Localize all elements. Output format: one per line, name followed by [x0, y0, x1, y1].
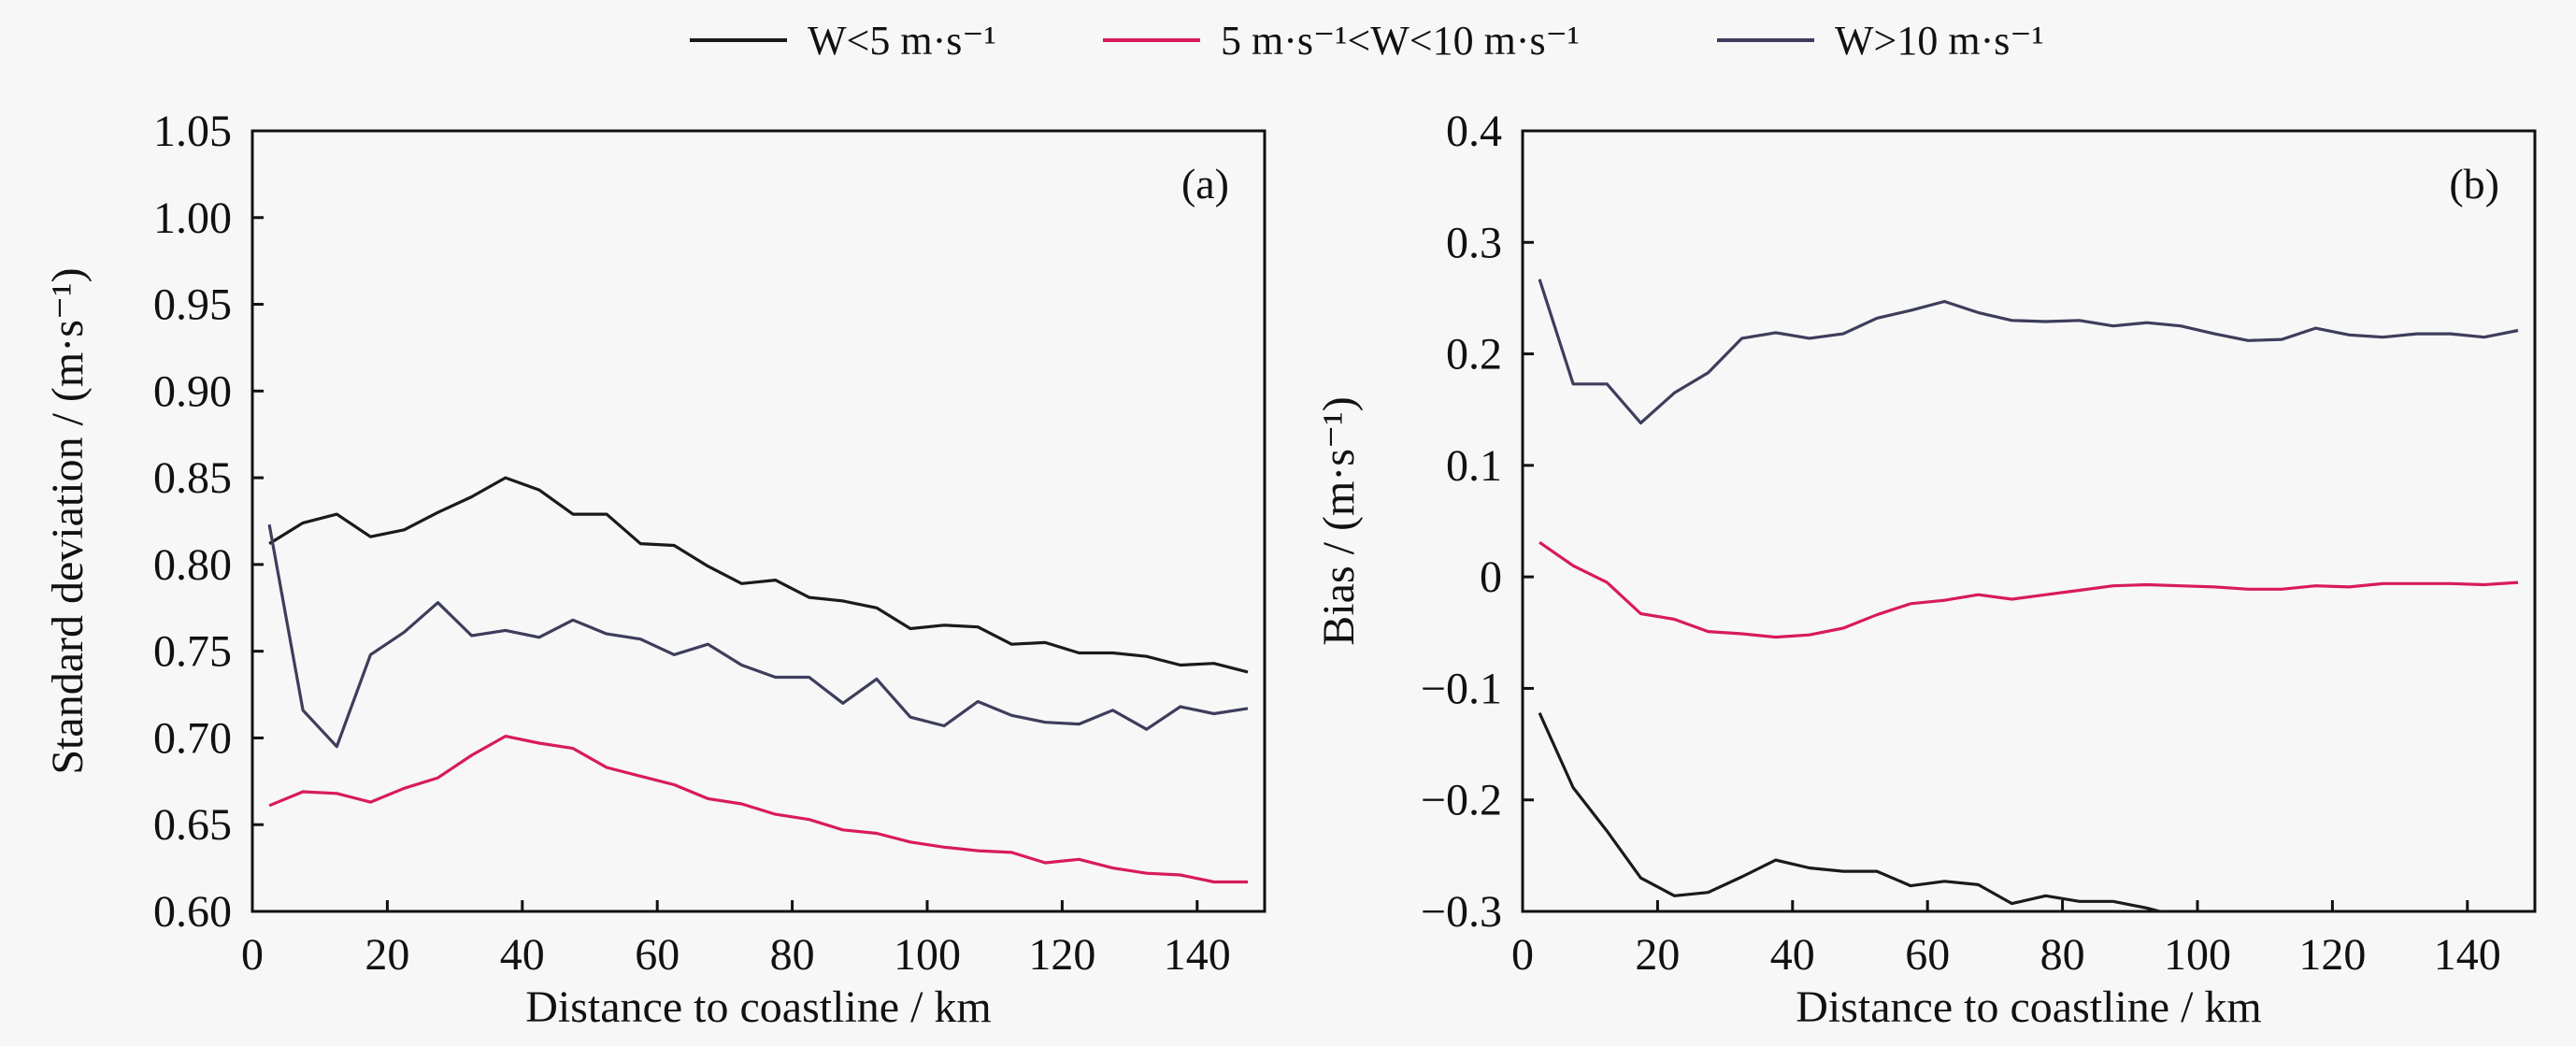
y-tick-label: 0.75	[153, 627, 232, 677]
legend-label-low-wind: W<5 m·s⁻¹	[808, 17, 996, 64]
x-tick-label: 0	[1511, 930, 1534, 980]
legend: W<5 m·s⁻¹ 5 m·s⁻¹<W<10 m·s⁻¹ W>10 m·s⁻¹	[0, 0, 2576, 80]
x-axis-label: Distance to coastline / km	[525, 982, 992, 1032]
legend-swatch-high-wind	[1717, 38, 1814, 42]
x-tick-label: 100	[894, 930, 961, 980]
y-tick-label: 0.2	[1446, 330, 1502, 380]
x-tick-label: 40	[1770, 930, 1815, 980]
series-group	[267, 476, 1249, 884]
series-line-0	[268, 476, 1249, 674]
x-tick-label: 20	[1635, 930, 1680, 980]
x-tick-label: 120	[1028, 930, 1095, 980]
y-tick-label: 0.95	[153, 280, 232, 330]
y-tick-label: −0.1	[1421, 664, 1502, 713]
y-tick-label: −0.3	[1421, 887, 1502, 937]
x-tick-label: 0	[241, 930, 264, 980]
x-tick-label: 100	[2164, 930, 2231, 980]
legend-label-mid-wind: 5 m·s⁻¹<W<10 m·s⁻¹	[1221, 17, 1580, 64]
x-tick-label: 80	[2040, 930, 2085, 980]
legend-item-mid-wind: 5 m·s⁻¹<W<10 m·s⁻¹	[1103, 17, 1580, 64]
x-tick-label: 80	[770, 930, 815, 980]
y-tick-label: 0.60	[153, 887, 232, 937]
x-tick-label: 140	[2434, 930, 2501, 980]
y-tick-label: 1.05	[153, 107, 232, 156]
legend-swatch-low-wind	[690, 38, 787, 42]
y-tick-label: −0.2	[1421, 776, 1502, 825]
legend-item-low-wind: W<5 m·s⁻¹	[690, 17, 996, 64]
plot-frame	[250, 129, 1267, 913]
panel-label: (b)	[2449, 160, 2499, 208]
y-tick-label: 0.3	[1446, 218, 1502, 267]
x-tick-label: 60	[635, 930, 680, 980]
legend-label-high-wind: W>10 m·s⁻¹	[1835, 17, 2044, 64]
series-line-1	[1538, 540, 2519, 639]
y-tick-label: 1.00	[153, 193, 232, 243]
legend-item-high-wind: W>10 m·s⁻¹	[1717, 17, 2044, 64]
series-line-0	[1538, 712, 2166, 911]
series-line-2	[1538, 279, 2519, 425]
x-tick-label: 20	[365, 930, 409, 980]
x-axis-label: Distance to coastline / km	[1796, 982, 2262, 1032]
y-axis-label: Bias / (m·s⁻¹)	[1314, 396, 1364, 645]
series-line-2	[267, 523, 1249, 749]
y-tick-label: 0	[1480, 552, 1502, 602]
series-line-1	[268, 735, 1248, 884]
series-group	[1538, 279, 2519, 911]
x-tick-label: 140	[1164, 930, 1231, 980]
chart-standard-deviation: 0 20 40 60 80 100 120 140 0.60 0.65 0.70 0.75 0.80 0.…	[43, 107, 1267, 1032]
x-tick-label: 60	[1905, 930, 1950, 980]
y-axis-label: Standard deviation / (m·s⁻¹)	[43, 267, 93, 774]
y-tick-label: 0.1	[1446, 441, 1502, 491]
panel-label: (a)	[1181, 160, 1229, 208]
x-tick-label: 120	[2298, 930, 2366, 980]
y-tick-label: 0.4	[1446, 107, 1502, 156]
chart-bias: 0 20 40 60 80 100 120 140 −0.3 −0.2 −0.1 0 0.1 0.2 0.3…	[1314, 107, 2537, 1032]
y-tick-label: 0.85	[153, 453, 232, 503]
legend-swatch-mid-wind	[1103, 38, 1200, 42]
y-tick-label: 0.80	[153, 540, 232, 590]
x-tick-label: 40	[500, 930, 545, 980]
y-tick-label: 0.70	[153, 713, 232, 763]
y-tick-label: 0.65	[153, 800, 232, 850]
y-tick-label: 0.90	[153, 366, 232, 416]
plot-frame	[1521, 129, 2537, 913]
